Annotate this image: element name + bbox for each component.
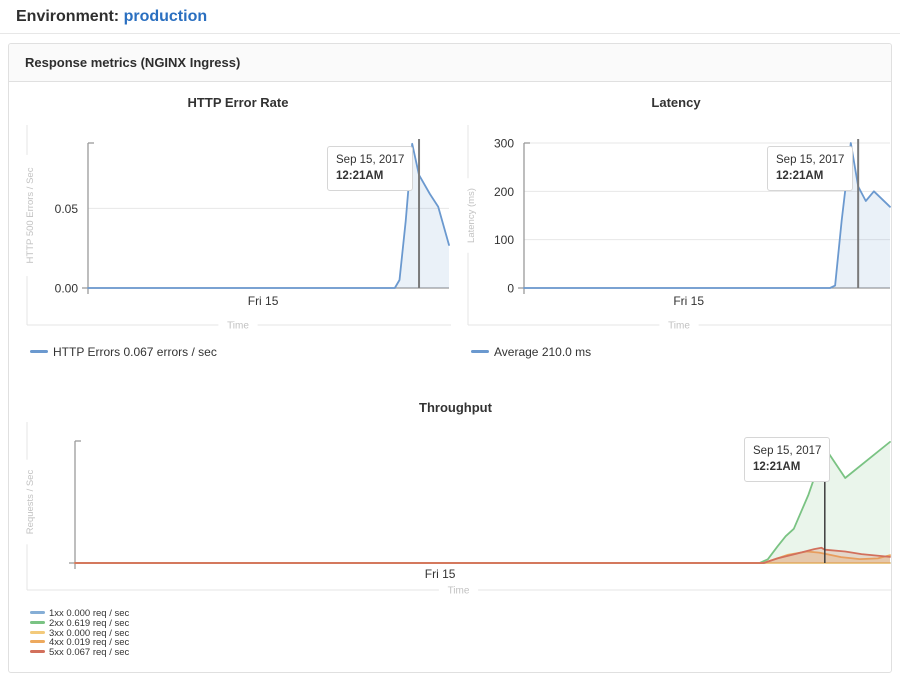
legend-label: 4xx 0.019 req / sec — [49, 637, 130, 649]
svg-text:0.05: 0.05 — [55, 202, 79, 216]
legend-swatch — [30, 630, 45, 634]
svg-text:200: 200 — [494, 185, 514, 199]
page-title: Environment: production — [16, 8, 207, 26]
tooltip-time: 12:21AM — [776, 170, 824, 182]
metrics-panel: Response metrics (NGINX Ingress) HTTP Er… — [8, 43, 892, 673]
throughput-chart: Throughput Requests / Sec Time Fri 15 Sep … — [18, 395, 891, 667]
latency-chart: Latency Latency (ms) Time 0 100 200 300 Fri 15… — [459, 95, 891, 373]
legend-label: Average 210.0 ms — [494, 345, 592, 359]
chart-title: Latency — [651, 95, 701, 110]
legend-label: 3xx 0.000 req / sec — [49, 627, 130, 639]
chart-svg[interactable]: Requests / Sec Time Fri 15 — [18, 420, 891, 595]
legend-label: 5xx 0.067 req / sec — [49, 647, 130, 659]
legend-label: 1xx 0.000 req / sec — [49, 608, 130, 619]
chart-tooltip: Sep 15, 2017 12:21AM — [767, 146, 854, 191]
svg-text:100: 100 — [494, 233, 514, 247]
tooltip-date: Sep 15, 2017 — [753, 445, 822, 457]
chart-canvas[interactable]: Latency (ms) Time 0 100 200 300 Fri 15 Sep 15,… — [459, 123, 891, 335]
http-error-rate-chart: HTTP Error Rate HTTP 500 Errors / Sec Tim… — [18, 95, 458, 373]
legend-item: 2xx 0.619 req / sec — [30, 617, 891, 629]
legend-item: Average 210.0 ms — [471, 345, 891, 360]
chart-legend: HTTP Errors 0.067 errors / sec — [30, 345, 458, 360]
tooltip-time: 12:21AM — [753, 461, 801, 473]
legend-swatch — [30, 650, 45, 654]
svg-text:300: 300 — [494, 137, 514, 151]
panel-header: Response metrics (NGINX Ingress) — [9, 44, 891, 82]
svg-text:Time: Time — [227, 321, 249, 332]
tooltip-time: 12:21AM — [336, 170, 384, 182]
legend-swatch — [30, 640, 45, 644]
environment-link[interactable]: production — [123, 8, 208, 25]
chart-tooltip: Sep 15, 2017 12:21AM — [327, 146, 414, 191]
chart-canvas[interactable]: HTTP 500 Errors / Sec Time 0.00 0.05 Fri 15 … — [18, 123, 458, 335]
legend-item: 4xx 0.019 req / sec — [30, 638, 891, 648]
legend-swatch — [471, 349, 489, 353]
legend-swatch — [30, 620, 45, 624]
svg-text:0: 0 — [507, 282, 514, 296]
svg-text:HTTP 500 Errors / Sec: HTTP 500 Errors / Sec — [25, 167, 36, 263]
chart-title: Throughput — [419, 400, 492, 415]
svg-text:Time: Time — [668, 321, 690, 332]
page-divider — [0, 33, 900, 34]
svg-text:Time: Time — [448, 586, 470, 596]
svg-text:Fri 15: Fri 15 — [248, 294, 279, 308]
panel-body: HTTP Error Rate HTTP 500 Errors / Sec Tim… — [9, 82, 891, 673]
svg-text:Latency (ms): Latency (ms) — [466, 188, 477, 243]
chart-legend: Average 210.0 ms — [471, 345, 891, 360]
chart-tooltip: Sep 15, 2017 12:21AM — [744, 437, 831, 482]
legend-item: HTTP Errors 0.067 errors / sec — [30, 345, 458, 360]
legend-swatch — [30, 611, 45, 614]
svg-text:Fri 15: Fri 15 — [425, 567, 456, 581]
legend-item: 3xx 0.000 req / sec — [30, 627, 891, 639]
chart-title: HTTP Error Rate — [187, 95, 289, 110]
chart-svg[interactable]: Latency (ms) Time 0 100 200 300 Fri 15 — [459, 123, 891, 335]
environment-label: Environment: — [16, 8, 120, 25]
panel-title: Response metrics (NGINX Ingress) — [25, 55, 241, 70]
legend-item: 1xx 0.000 req / sec — [30, 609, 891, 619]
svg-text:0.00: 0.00 — [55, 282, 79, 296]
legend-swatch — [30, 349, 48, 353]
legend-label: 2xx 0.619 req / sec — [49, 617, 130, 629]
chart-legend: 1xx 0.000 req / sec 2xx 0.619 req / sec … — [30, 609, 891, 658]
chart-canvas[interactable]: Requests / Sec Time Fri 15 Sep 15, 2017 12… — [18, 420, 891, 595]
tooltip-date: Sep 15, 2017 — [776, 154, 845, 166]
svg-text:Requests / Sec: Requests / Sec — [25, 470, 36, 535]
svg-text:Fri 15: Fri 15 — [673, 294, 704, 308]
legend-label: HTTP Errors 0.067 errors / sec — [53, 345, 217, 359]
legend-item: 5xx 0.067 req / sec — [30, 648, 891, 658]
tooltip-date: Sep 15, 2017 — [336, 154, 405, 166]
